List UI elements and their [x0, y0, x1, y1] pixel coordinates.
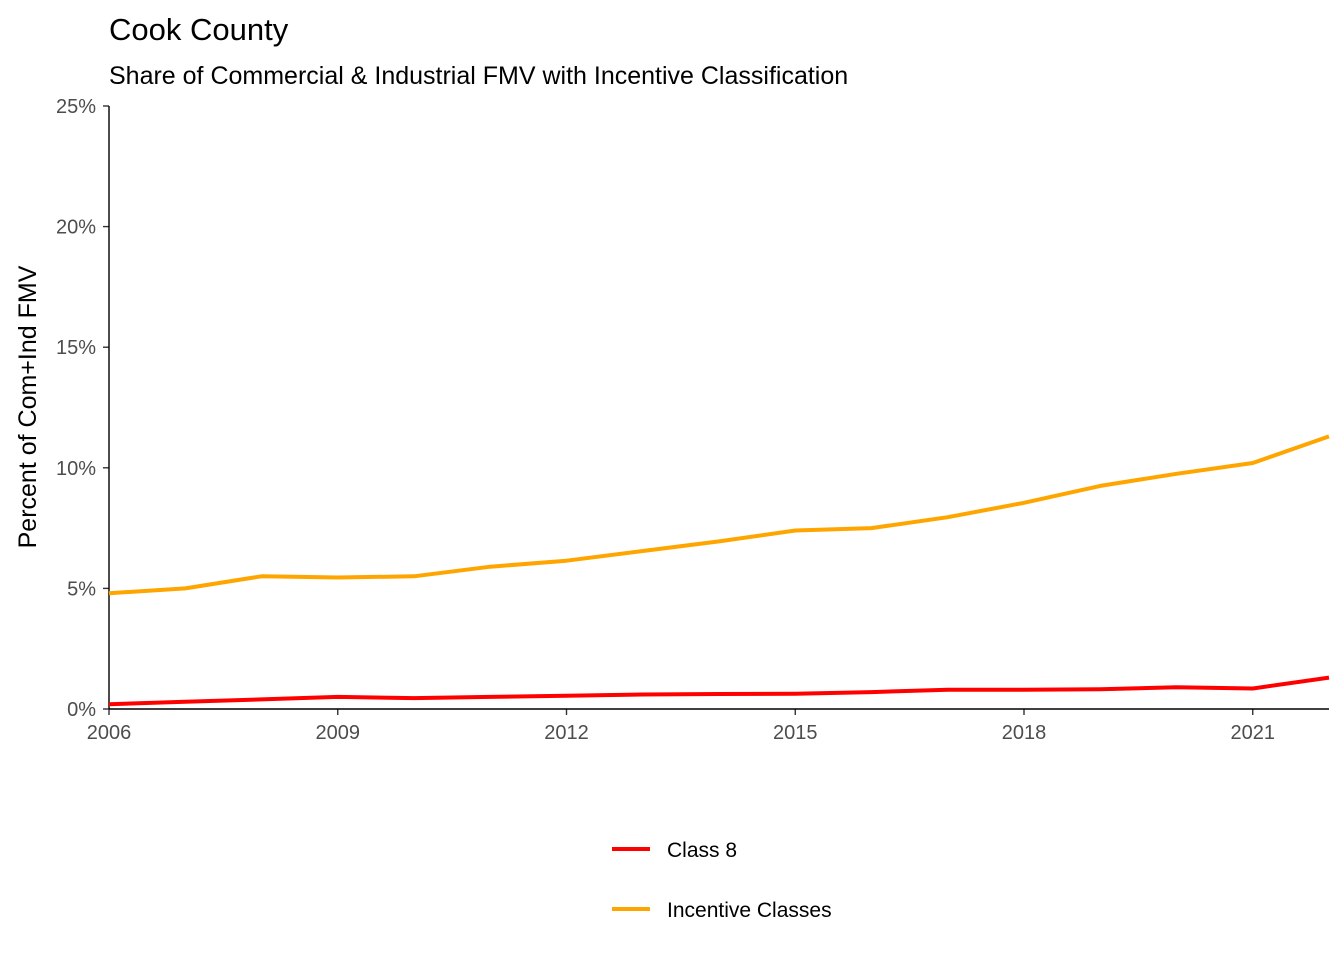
y-tick-label: 25% [56, 96, 96, 118]
x-tick-label: 2012 [544, 722, 589, 744]
x-tick-label: 2021 [1231, 722, 1276, 744]
x-tick-label: 2006 [87, 722, 132, 744]
x-axis: 2006 2009 2012 2015 2018 2021 [87, 709, 1275, 744]
legend-label-1: Incentive Classes [667, 899, 832, 922]
chart-subtitle: Share of Commercial & Industrial FMV wit… [109, 62, 848, 90]
x-tick-label: 2018 [1002, 722, 1047, 744]
y-tick-label: 0% [67, 699, 96, 721]
series-line-1 [108, 434, 1330, 596]
y-axis: 0% 5% 10% 15% 20% 25% [56, 96, 109, 721]
chart-title: Cook County [109, 12, 289, 47]
legend-label-0: Class 8 [667, 839, 737, 862]
y-tick-label: 15% [56, 337, 96, 359]
y-tick-label: 5% [67, 578, 96, 600]
y-tick-label: 10% [56, 458, 96, 480]
x-tick-label: 2015 [773, 722, 818, 744]
y-axis-title: Percent of Com+Ind FMV [14, 265, 42, 548]
x-tick-label: 2009 [316, 722, 361, 744]
y-tick-label: 20% [56, 217, 96, 239]
plot-area [108, 434, 1330, 707]
legend: Class 8 Incentive Classes [612, 839, 832, 922]
series-line-0 [108, 675, 1330, 707]
